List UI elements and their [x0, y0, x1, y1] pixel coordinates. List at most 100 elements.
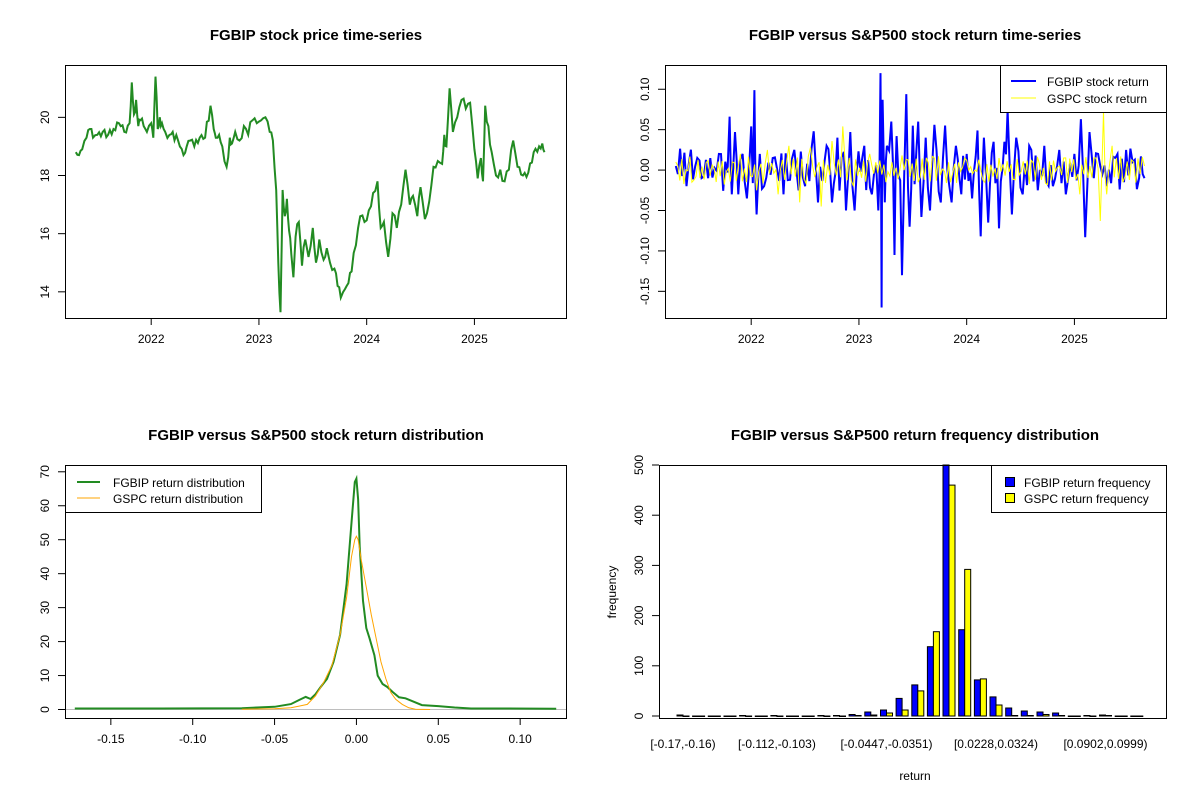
- y-tick-label: 14: [38, 285, 52, 299]
- fgbip-bar: [1036, 711, 1044, 717]
- gspc-bar: [682, 715, 690, 717]
- gspc-bar: [979, 678, 987, 717]
- x-category-label: [-0.0447,-0.0351): [840, 737, 932, 751]
- fgbip-bar: [1130, 715, 1138, 717]
- fgbip-bar: [942, 464, 950, 717]
- fgbip-bar: [754, 715, 762, 717]
- x-tick-label: 2022: [738, 332, 765, 346]
- y-tick-label: 100: [632, 655, 646, 675]
- x-category-label: [-0.112,-0.103): [738, 737, 816, 751]
- gspc-bar: [964, 568, 972, 717]
- gspc-bar: [1058, 715, 1066, 717]
- y-tick-label: 20: [38, 110, 52, 124]
- x-tick-label: 0.05: [427, 732, 451, 746]
- return-density-chart: FGBIP versus S&P500 stock return distrib…: [38, 427, 567, 746]
- y-tick-label: -0.05: [638, 196, 652, 224]
- y-tick-label: 200: [632, 605, 646, 625]
- fgbip-bar: [848, 714, 856, 717]
- y-tick-label: 70: [38, 465, 52, 479]
- legend-label-gspc: GSPC return frequency: [1024, 492, 1149, 506]
- fgbip-bar: [817, 715, 825, 717]
- gspc-bar: [807, 715, 815, 717]
- y-tick-label: 30: [38, 601, 52, 615]
- gspc-density-line: [241, 535, 431, 710]
- fgbip-bar: [723, 715, 731, 717]
- y-tick-label: -0.15: [638, 277, 652, 305]
- legend-label-fgbip: FGBIP return frequency: [1024, 476, 1151, 490]
- plot-frame: [665, 65, 1167, 319]
- fgbip-bar: [958, 629, 966, 717]
- gspc-bar: [948, 484, 956, 717]
- chart-title: FGBIP versus S&P500 return frequency dis…: [731, 427, 1099, 444]
- y-tick-label: 20: [38, 635, 52, 649]
- x-tick-label: -0.10: [179, 732, 207, 746]
- legend-swatch-gspc: [1005, 493, 1015, 503]
- x-tick-label: -0.05: [261, 732, 289, 746]
- gspc-bar: [1105, 715, 1112, 717]
- gspc-bar: [932, 631, 940, 717]
- x-category-label: [0.0228,0.0324): [954, 737, 1038, 751]
- y-tick-label: 300: [632, 555, 646, 575]
- y-tick-label: 0.00: [638, 158, 652, 182]
- chart-title: FGBIP versus S&P500 stock return distrib…: [148, 427, 484, 444]
- plot-frame: [659, 465, 1167, 719]
- fgbip-bar: [864, 711, 872, 717]
- x-axis-label: return: [899, 769, 930, 783]
- fgbip-bar: [880, 709, 887, 717]
- fgbip-bar: [1005, 707, 1013, 717]
- y-tick-label: 0: [632, 712, 646, 719]
- fgbip-bar: [833, 715, 840, 717]
- fgbip-bar: [989, 696, 997, 717]
- gspc-bar: [995, 704, 1003, 717]
- price-series-line: [74, 76, 546, 313]
- y-tick-label: 0.05: [638, 118, 652, 142]
- gspc-bar: [901, 709, 909, 717]
- x-category-label: [-0.17,-0.16): [650, 737, 715, 751]
- x-category-label: [0.0902,0.0999): [1063, 737, 1147, 751]
- fgbip-bar: [786, 715, 793, 717]
- chart-title: FGBIP versus S&P500 stock return time-se…: [749, 27, 1081, 44]
- gspc-bar: [854, 715, 862, 717]
- return-frequency-chart: FGBIP versus S&P500 return frequency dis…: [605, 427, 1167, 783]
- gspc-bar: [713, 715, 721, 717]
- fgbip-bar: [770, 715, 778, 717]
- gspc-bar: [745, 715, 753, 717]
- x-tick-label: 0.00: [345, 732, 369, 746]
- gspc-bar: [1026, 715, 1034, 717]
- fgbip-bar: [801, 715, 809, 717]
- gspc-bar: [1136, 715, 1144, 717]
- legend-box: [65, 465, 262, 513]
- fgbip-density-line: [74, 474, 557, 710]
- x-tick-label: 2024: [353, 332, 380, 346]
- legend-box: [1000, 65, 1167, 113]
- gspc-return-line: [675, 111, 1145, 222]
- gspc-bar: [1089, 715, 1097, 717]
- y-tick-label: 50: [38, 533, 52, 547]
- gspc-bar: [917, 690, 925, 717]
- legend-box: [991, 465, 1167, 513]
- x-tick-label: 2023: [846, 332, 873, 346]
- chart-title: FGBIP stock price time-series: [210, 27, 422, 44]
- gspc-bar: [1042, 714, 1050, 717]
- x-tick-label: -0.15: [97, 732, 125, 746]
- legend: FGBIP return distribution GSPC return di…: [65, 465, 262, 513]
- gspc-bar: [886, 712, 893, 717]
- x-tick-label: 2022: [138, 332, 165, 346]
- fgbip-bar: [1114, 715, 1122, 717]
- gspc-bar: [792, 715, 799, 717]
- legend-label-fgbip: FGBIP return distribution: [113, 476, 245, 490]
- legend: FGBIP stock return GSPC stock return: [1000, 65, 1167, 113]
- gspc-bar: [776, 715, 784, 717]
- gspc-bar: [1011, 715, 1019, 717]
- gspc-bar: [839, 715, 846, 717]
- return-timeseries-chart: FGBIP versus S&P500 stock return time-se…: [638, 27, 1167, 346]
- fgbip-bar: [692, 715, 700, 717]
- y-tick-label: 40: [38, 567, 52, 581]
- y-tick-label: 16: [38, 227, 52, 241]
- fgbip-bar: [1067, 715, 1075, 717]
- fgbip-bar: [911, 684, 919, 717]
- y-tick-label: 10: [38, 669, 52, 683]
- x-tick-label: 2024: [953, 332, 980, 346]
- y-tick-label: 18: [38, 169, 52, 183]
